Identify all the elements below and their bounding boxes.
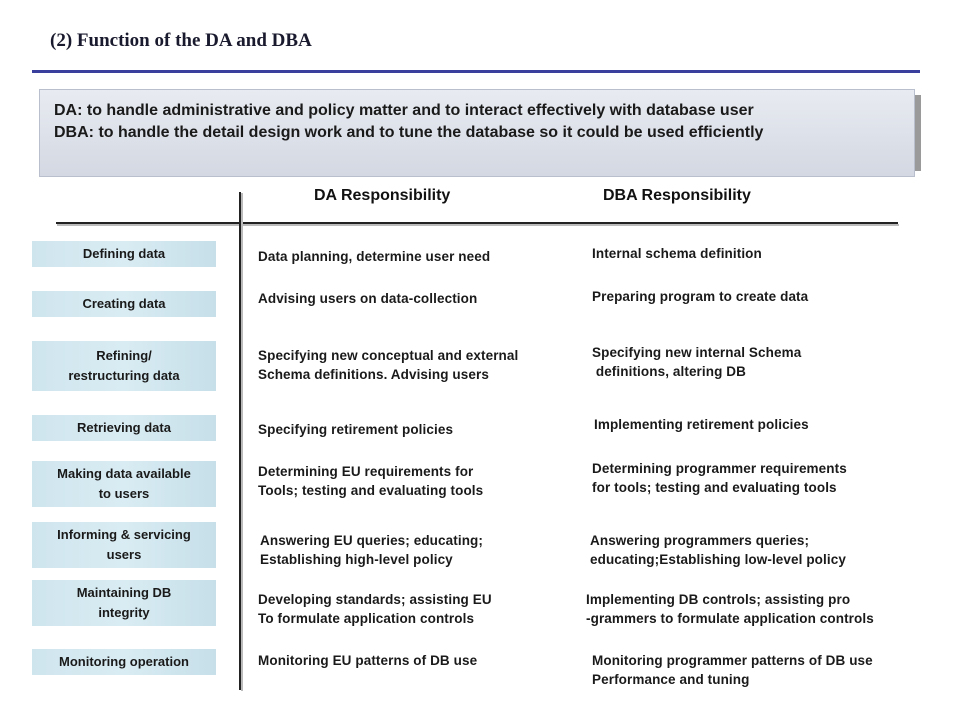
function-label: Creating data [32,291,216,317]
da-responsibility: Answering EU queries; educating; Establi… [260,533,483,567]
da-responsibility: Developing standards; assisting EU To fo… [258,592,492,626]
da-responsibility: Determining EU requirements for Tools; t… [258,464,484,498]
header-divider [56,222,898,224]
dba-responsibility: Specifying new internal Schema definitio… [592,345,802,379]
dba-responsibility: Monitoring programmer patterns of DB use… [592,653,873,687]
function-label: Refining/ restructuring data [32,341,216,391]
column-divider [239,192,241,690]
function-label: Maintaining DB integrity [32,580,216,626]
page-title: (2) Function of the DA and DBA [50,30,312,51]
title-divider [32,70,920,73]
function-label: Defining data [32,241,216,267]
function-label: Informing & servicing users [32,522,216,568]
function-label: Retrieving data [32,415,216,441]
dba-responsibility: Determining programmer requirements for … [592,461,847,495]
dba-column-header: DBA Responsibility [603,187,751,204]
dba-definition: DBA: to handle the detail design work an… [54,124,764,141]
dba-responsibility: Internal schema definition [592,246,762,261]
da-responsibility: Advising users on data-collection [258,291,478,306]
dba-responsibility: Preparing program to create data [592,289,809,304]
da-responsibility: Specifying retirement policies [258,422,454,437]
da-responsibility: Specifying new conceptual and external S… [258,348,519,382]
dba-responsibility: Implementing DB controls; assisting pro … [586,592,874,626]
dba-responsibility: Implementing retirement policies [594,417,809,432]
function-label: Making data available to users [32,461,216,507]
da-responsibility: Data planning, determine user need [258,249,491,264]
da-column-header: DA Responsibility [314,187,451,204]
dba-responsibility: Answering programmers queries; educating… [590,533,846,567]
function-label: Monitoring operation [32,649,216,675]
definition-box: DA: to handle administrative and policy … [39,89,915,177]
da-definition: DA: to handle administrative and policy … [54,102,754,119]
da-responsibility: Monitoring EU patterns of DB use [258,653,478,668]
